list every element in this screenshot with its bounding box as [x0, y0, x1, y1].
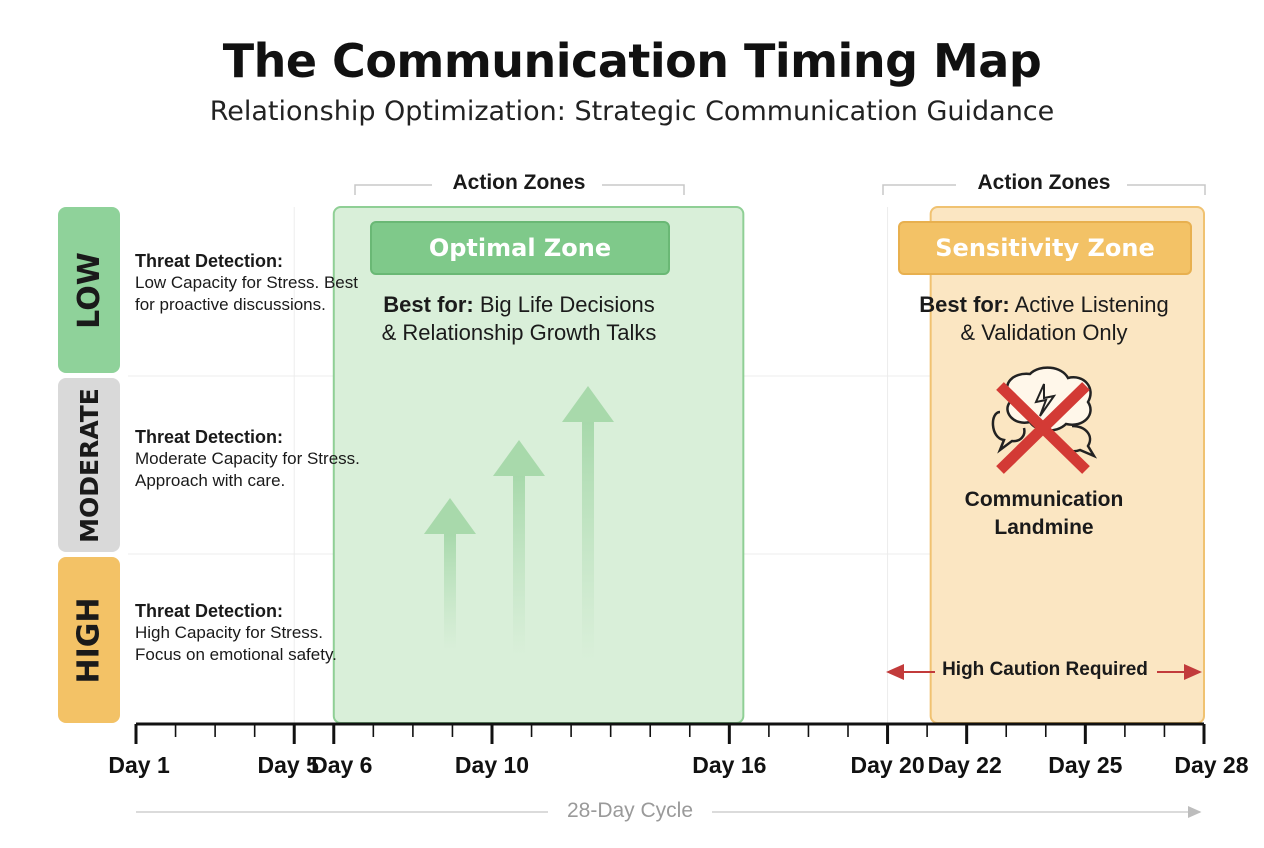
threat-high-text: High Capacity for Stress. Focus on emoti… — [135, 623, 337, 664]
day-label: Day 6 — [311, 752, 373, 778]
row-tab-high: HIGH — [58, 557, 120, 723]
landmine-label: Communication Landmine — [944, 486, 1144, 542]
sensitivity-best-for-label: Best for: — [919, 292, 1010, 317]
action-bracket-sensitivity-left — [882, 184, 956, 195]
page-title: The Communication Timing Map — [222, 34, 1042, 88]
threat-low-text: Low Capacity for Stress. Best for proact… — [135, 273, 358, 314]
row-tab-moderate: MODERATE — [58, 378, 120, 552]
sensitivity-best-for-line2: & Validation Only — [960, 320, 1128, 345]
threat-low: Threat Detection: Low Capacity for Stres… — [135, 250, 365, 316]
landmine-line1: Communication — [964, 488, 1124, 511]
optimal-best-for-line2: & Relationship Growth Talks — [381, 320, 657, 345]
row-tab-low: LOW — [58, 207, 120, 373]
action-bracket-optimal-left — [354, 184, 432, 195]
rising-arrow-icon — [493, 440, 545, 476]
optimal-zone-header: Optimal Zone — [370, 221, 670, 275]
day-label: Day 1 — [108, 752, 170, 778]
threat-low-heading: Threat Detection: — [135, 251, 284, 271]
rising-arrow-shaft — [582, 420, 594, 660]
rising-arrow-icon — [424, 498, 476, 534]
day-label: Day 25 — [1048, 752, 1123, 778]
rising-arrow-icon — [562, 386, 614, 422]
day-label: Day 5 — [257, 752, 319, 778]
day-label: Day 28 — [1174, 752, 1249, 778]
cycle-label: 28-Day Cycle — [550, 799, 710, 823]
threat-moderate-heading: Threat Detection: — [135, 427, 284, 447]
rising-arrow-shaft — [444, 532, 456, 650]
optimal-best-for-line1: Big Life Decisions — [479, 292, 655, 317]
threat-high-heading: Threat Detection: — [135, 601, 284, 621]
optimal-zone-panel — [332, 206, 745, 724]
landmine-line2: Landmine — [994, 516, 1094, 539]
action-zones-label-sensitivity: Action Zones — [961, 171, 1127, 195]
sensitivity-zone-header: Sensitivity Zone — [898, 221, 1192, 275]
action-bracket-optimal-right — [586, 184, 685, 195]
sensitivity-best-for-line1: Active Listening — [1014, 292, 1169, 317]
page-subtitle: Relationship Optimization: Strategic Com… — [209, 96, 1055, 127]
day-label: Day 22 — [927, 752, 1002, 778]
threat-moderate-text: Moderate Capacity for Stress. Approach w… — [135, 449, 360, 490]
day-label: Day 16 — [692, 752, 767, 778]
optimal-best-for: Best for: Big Life Decisions & Relations… — [356, 291, 682, 347]
day-label: Day 20 — [850, 752, 925, 778]
day-label: Day 10 — [454, 752, 530, 778]
sensitivity-zone-panel — [929, 206, 1206, 724]
optimal-best-for-label: Best for: — [383, 292, 474, 317]
crossed-speech-bubbles-icon — [991, 366, 1098, 474]
sensitivity-best-for: Best for: Active Listening & Validation … — [884, 291, 1204, 347]
high-caution-label: High Caution Required — [942, 659, 1148, 680]
threat-moderate: Threat Detection: Moderate Capacity for … — [135, 426, 365, 492]
action-zones-label-optimal: Action Zones — [436, 171, 602, 195]
action-bracket-sensitivity-right — [1112, 184, 1206, 195]
threat-high: Threat Detection: High Capacity for Stre… — [135, 600, 365, 666]
rising-arrow-shaft — [513, 474, 525, 655]
